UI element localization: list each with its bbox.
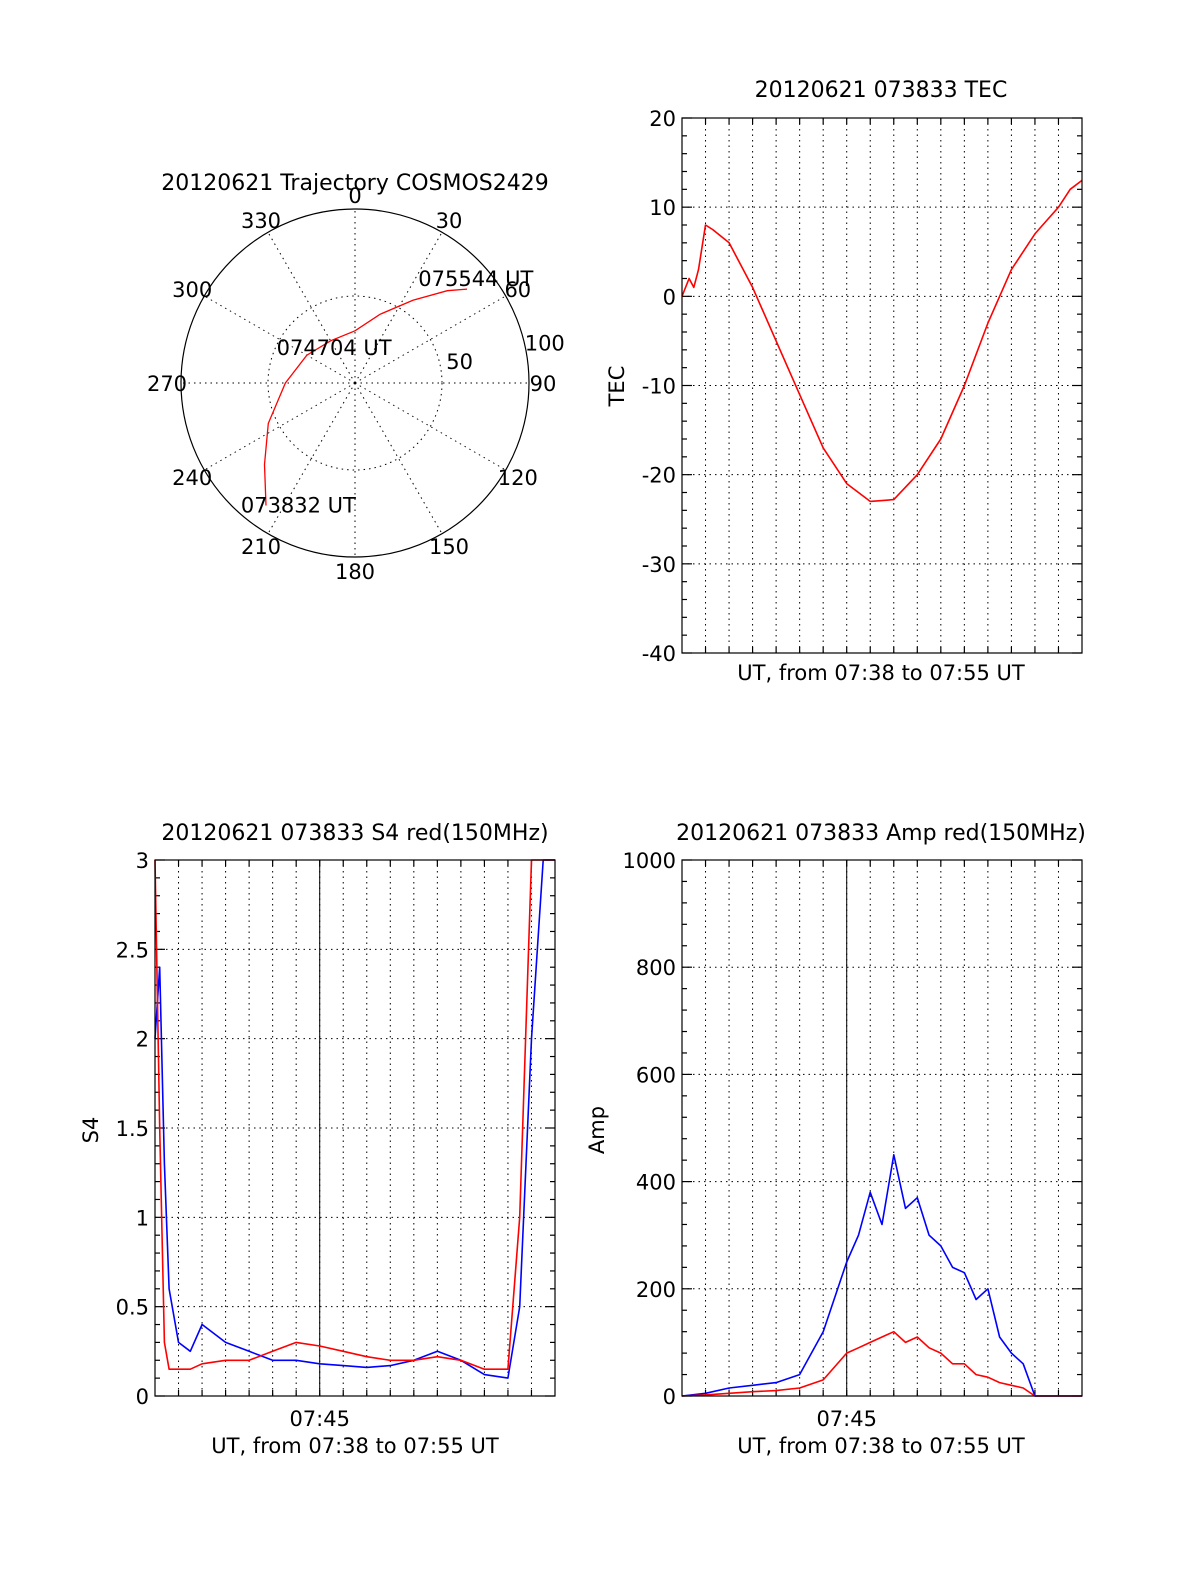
x-tick-label: 07:45 [816, 1407, 877, 1431]
s4-ylabel: S4 [79, 1117, 103, 1144]
trajectory-time-label: 075544 UT [418, 267, 533, 291]
amp-title: 20120621 073833 Amp red(150MHz) [676, 821, 1086, 846]
polar-spoke [354, 382, 506, 471]
tec-title: 20120621 073833 TEC [755, 78, 1008, 103]
y-tick-label: 20 [649, 107, 676, 131]
polar-spoke [354, 232, 443, 384]
y-tick-label: 0 [663, 285, 676, 309]
s4-chart: 20120621 073833 S4 red(150MHz) UT, from … [79, 821, 556, 1458]
series-line [154, 859, 555, 1379]
series-line [681, 1154, 1082, 1397]
y-tick-label: 600 [636, 1063, 676, 1087]
polar-azimuth-label: 90 [530, 372, 557, 396]
y-tick-label: -10 [642, 375, 676, 399]
polar-azimuth-label: 240 [172, 466, 212, 490]
y-tick-label: 3 [136, 849, 149, 873]
plot-frame [154, 859, 556, 1397]
plot-frame [681, 117, 1083, 654]
polar-outer-ring [180, 208, 530, 558]
trajectory-title: 20120621 Trajectory COSMOS2429 [161, 171, 548, 196]
polar-spoke [204, 382, 356, 471]
polar-spoke [267, 232, 356, 384]
polar-azimuth-label: 120 [498, 466, 538, 490]
y-tick-label: 1 [136, 1206, 149, 1230]
s4-title: 20120621 073833 S4 red(150MHz) [161, 821, 548, 846]
trajectory-line [263, 288, 468, 506]
polar-azimuth-label: 300 [172, 278, 212, 302]
polar-spoke [267, 382, 356, 534]
polar-radial-label: 50 [446, 350, 473, 374]
y-tick-label: -40 [642, 642, 676, 666]
y-tick-label: -30 [642, 553, 676, 577]
y-tick-label: 1000 [623, 849, 676, 873]
polar-ring-0 [267, 295, 443, 471]
amp-chart: 20120621 073833 Amp red(150MHz) UT, from… [585, 821, 1086, 1458]
y-tick-label: 2.5 [116, 938, 149, 962]
polar-radial-label: 100 [525, 332, 565, 356]
polar-azimuth-label: 270 [147, 372, 187, 396]
y-tick-label: 800 [636, 956, 676, 980]
polar-azimuth-label: 330 [241, 209, 281, 233]
y-tick-label: 200 [636, 1278, 676, 1302]
trajectory-time-label: 073832 UT [241, 493, 356, 517]
series-line [681, 179, 1083, 503]
series-line [681, 1330, 1082, 1397]
y-tick-label: 400 [636, 1171, 676, 1195]
y-tick-label: 1.5 [116, 1117, 149, 1141]
x-tick-label: 07:45 [289, 1407, 350, 1431]
trajectory-time-label: 074704 UT [277, 336, 392, 360]
polar-azimuth-label: 30 [436, 209, 463, 233]
polar-spoke [354, 295, 506, 384]
polar-spoke [354, 382, 443, 534]
polar-spoke [204, 295, 356, 384]
amp-ylabel: Amp [585, 1106, 609, 1154]
y-tick-label: 0.5 [116, 1296, 149, 1320]
y-tick-label: 0 [663, 1385, 676, 1409]
y-tick-label: -20 [642, 464, 676, 488]
amp-xlabel: UT, from 07:38 to 07:55 UT [737, 1434, 1025, 1458]
series-line [154, 859, 555, 1370]
polar-azimuth-label: 180 [335, 560, 375, 584]
plot-frame [681, 859, 1083, 1397]
polar-azimuth-label: 150 [429, 535, 469, 559]
tec-xlabel: UT, from 07:38 to 07:55 UT [737, 661, 1025, 685]
polar-azimuth-label: 0 [348, 184, 361, 208]
y-tick-label: 2 [136, 1028, 149, 1052]
y-tick-label: 0 [136, 1385, 149, 1409]
polar-azimuth-label: 210 [241, 535, 281, 559]
s4-xlabel: UT, from 07:38 to 07:55 UT [211, 1434, 499, 1458]
tec-ylabel: TEC [605, 366, 629, 408]
polar-azimuth-label: 60 [504, 278, 531, 302]
trajectory-polar-chart: 20120621 Trajectory COSMOS2429 0 30 60 90 12… [147, 171, 565, 584]
y-tick-label: 10 [649, 196, 676, 220]
tec-chart: 20120621 073833 TEC UT, from 07:38 to 07… [605, 78, 1083, 685]
